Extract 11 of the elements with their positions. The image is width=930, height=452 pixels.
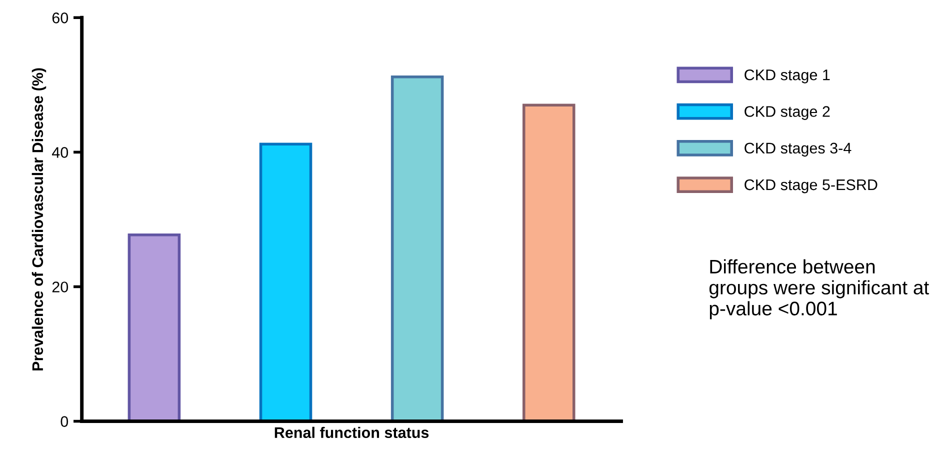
y-tick-label: 0: [60, 416, 68, 427]
y-tick-label: 60: [52, 12, 68, 24]
y-tick-label: 20: [52, 282, 68, 292]
y-tick-label: 40: [52, 147, 68, 158]
text: Difference between groups were significant at p-value <0.001: [709, 259, 930, 320]
legend-label: CKD stage 2: [744, 106, 830, 120]
legend-label: CKD stage 1: [744, 69, 830, 84]
legend-label: CKD stage 5-ESRD: [744, 179, 878, 194]
y-axis-title: Prevalence of Cardiovascular Disease (%): [32, 68, 46, 370]
legend-label: CKD stages 3-4: [744, 142, 852, 157]
x-axis-title: Renal function status: [274, 426, 429, 438]
